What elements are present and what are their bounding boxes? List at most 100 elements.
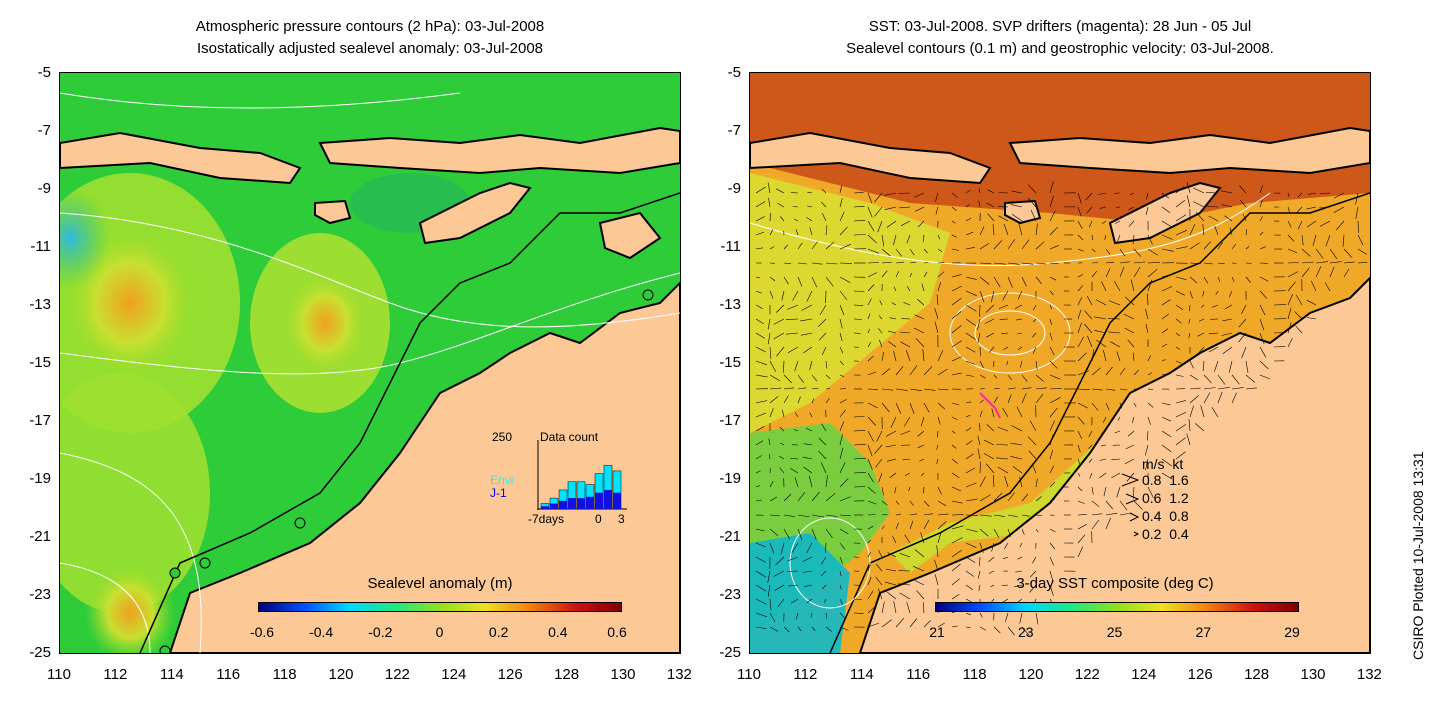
velocity-vector xyxy=(996,457,1009,460)
velocity-vector xyxy=(1017,346,1023,351)
velocity-vector xyxy=(1003,556,1009,560)
velocity-vector xyxy=(906,601,911,614)
velocity-vector xyxy=(1049,528,1056,533)
velocity-vector xyxy=(811,626,816,631)
velocity-vector xyxy=(1217,242,1224,250)
velocity-vector xyxy=(867,328,870,334)
velocity-vector xyxy=(1117,416,1121,421)
velocity-vector xyxy=(797,514,810,518)
velocity-vector xyxy=(825,360,828,369)
velocity-vector xyxy=(917,430,925,437)
velocity-vector xyxy=(800,332,813,336)
velocity-vector xyxy=(935,206,939,215)
velocity-vector xyxy=(1027,436,1037,446)
y-tick-label: -5 xyxy=(37,64,51,81)
velocity-vector xyxy=(797,387,807,390)
velocity-vector xyxy=(923,262,929,264)
tide-gauge-marker[interactable] xyxy=(642,289,654,301)
velocity-vector xyxy=(755,400,768,404)
velocity-vector xyxy=(839,318,843,329)
velocity-vector xyxy=(1002,290,1009,301)
velocity-vector xyxy=(1241,346,1247,359)
velocity-vector xyxy=(769,360,776,372)
velocity-vector xyxy=(1287,220,1292,228)
velocity-vector xyxy=(1119,512,1132,516)
velocity-vector xyxy=(993,374,998,379)
velocity-vector xyxy=(1222,318,1233,322)
velocity-vector xyxy=(917,444,925,449)
velocity-vector xyxy=(1102,416,1107,423)
velocity-vector xyxy=(1161,206,1171,214)
velocity-vector xyxy=(1007,514,1018,517)
velocity-vector xyxy=(1049,318,1052,325)
velocity-vector xyxy=(811,374,818,382)
velocity-vector xyxy=(1297,192,1303,198)
velocity-vector xyxy=(893,234,897,246)
inset-bar-j1 xyxy=(595,492,603,509)
left-map[interactable]: 250 Data count Envi J-1 -7days 0 3 xyxy=(59,72,681,654)
velocity-vector xyxy=(1077,524,1087,530)
velocity-vector xyxy=(1049,481,1056,488)
velocity-vector xyxy=(879,339,883,348)
velocity-vector xyxy=(1189,276,1198,284)
velocity-vector xyxy=(793,429,799,432)
velocity-vector xyxy=(1002,408,1009,418)
velocity-vector xyxy=(965,584,974,590)
velocity-vector xyxy=(988,570,995,574)
velocity-vector xyxy=(936,545,939,558)
velocity-vector xyxy=(1049,195,1054,208)
velocity-vector xyxy=(1005,612,1009,622)
shelf-contour xyxy=(139,192,680,653)
velocity-vector xyxy=(909,388,922,391)
tide-gauge-marker[interactable] xyxy=(294,517,306,529)
velocity-vector xyxy=(881,270,888,278)
velocity-vector xyxy=(1004,476,1009,488)
y-tick-label: -7 xyxy=(727,122,741,139)
velocity-vector xyxy=(1245,360,1249,373)
velocity-vector xyxy=(1161,343,1168,348)
tide-gauge-marker[interactable] xyxy=(169,567,181,579)
velocity-vector xyxy=(1124,458,1135,465)
velocity-vector xyxy=(1335,220,1345,231)
velocity-vector xyxy=(1049,556,1054,566)
velocity-vector xyxy=(797,242,803,250)
velocity-vector xyxy=(1357,262,1368,264)
velocity-vector xyxy=(951,444,957,449)
velocity-vector xyxy=(937,500,947,507)
velocity-vector xyxy=(965,542,977,548)
velocity-vector xyxy=(867,355,874,362)
y-tick-label: -13 xyxy=(29,296,51,313)
velocity-vector xyxy=(885,568,897,572)
inset-title: Data count xyxy=(540,430,599,444)
velocity-vector xyxy=(1189,242,1200,250)
velocity-vector xyxy=(825,493,836,502)
velocity-vector xyxy=(1077,402,1088,409)
velocity-vector xyxy=(951,486,962,492)
velocity-vector xyxy=(874,192,883,203)
velocity-vector xyxy=(1203,276,1209,284)
velocity-vector xyxy=(839,398,847,404)
velocity-vector xyxy=(951,298,962,306)
velocity-vector xyxy=(1018,223,1023,236)
velocity-vector xyxy=(881,525,886,530)
velocity-vector xyxy=(1087,335,1093,348)
y-tick-label: -23 xyxy=(719,586,741,603)
velocity-vector xyxy=(1035,262,1047,265)
velocity-vector xyxy=(1119,261,1130,264)
velocity-vector xyxy=(790,468,799,474)
colorbar-tick-label: -0.6 xyxy=(249,624,275,640)
y-tick-label: -23 xyxy=(29,586,51,603)
velocity-vector xyxy=(1242,214,1247,222)
velocity-vector xyxy=(839,447,844,460)
velocity-vector xyxy=(1161,248,1174,252)
tide-gauge-marker[interactable] xyxy=(199,557,211,569)
tide-gauge-marker[interactable] xyxy=(159,645,171,653)
velocity-vector xyxy=(774,584,785,591)
x-tick-label: 130 xyxy=(1300,666,1326,683)
velocity-vector xyxy=(1014,304,1023,309)
velocity-vector xyxy=(904,472,911,477)
right-map[interactable] xyxy=(749,72,1371,654)
velocity-vector xyxy=(769,542,775,554)
velocity-vector xyxy=(1114,220,1121,224)
velocity-vector xyxy=(1307,220,1317,228)
